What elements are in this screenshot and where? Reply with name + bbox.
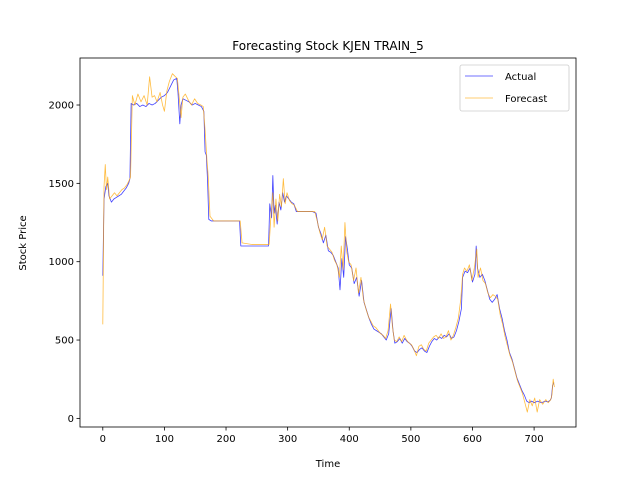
legend-box — [459, 64, 570, 112]
x-tick-label: 600 — [463, 434, 482, 445]
x-tick-label: 400 — [340, 434, 359, 445]
legend-label-forecast: Forecast — [505, 94, 547, 105]
x-tick-label: 0 — [100, 434, 106, 445]
y-tick-label: 2000 — [49, 101, 74, 112]
series-layer — [102, 73, 555, 413]
x-tick-label: 300 — [278, 434, 297, 445]
y-axis-label: Stock Price — [18, 215, 29, 270]
x-tick-label: 700 — [525, 434, 544, 445]
x-tick-label: 500 — [401, 434, 420, 445]
plot-frame — [79, 57, 577, 428]
y-tick-label: 1500 — [49, 179, 74, 190]
y-tick-label: 500 — [55, 336, 74, 347]
x-axis: 0 100 200 300 400 500 600 700 — [100, 427, 544, 445]
legend-label-actual: Actual — [505, 72, 536, 83]
series-line-actual — [102, 77, 555, 404]
y-tick-label: 0 — [68, 414, 74, 425]
y-tick-label: 1000 — [49, 257, 74, 268]
series-line-forecast — [102, 73, 555, 413]
x-tick-label: 100 — [155, 434, 174, 445]
x-axis-label: Time — [315, 459, 340, 470]
x-tick-label: 200 — [216, 434, 235, 445]
chart-title: Forecasting Stock KJEN TRAIN_5 — [232, 39, 424, 53]
y-axis: 0 500 1000 1500 2000 — [49, 101, 80, 425]
legend: Actual Forecast — [459, 64, 570, 112]
plot-area — [80, 58, 576, 427]
